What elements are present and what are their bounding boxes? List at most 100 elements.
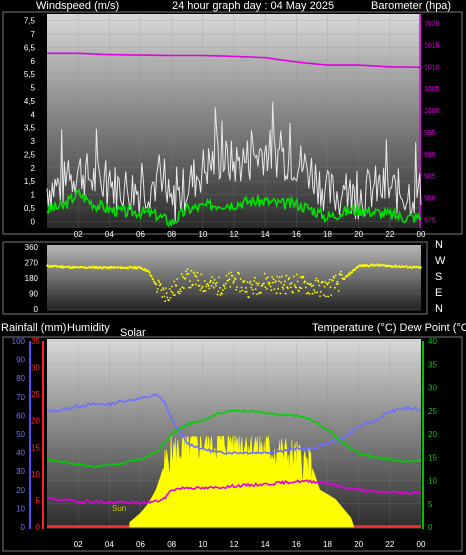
direction-point xyxy=(316,291,318,294)
direction-point xyxy=(405,265,408,267)
direction-point xyxy=(225,274,228,277)
humidity-tick-label: 60 xyxy=(16,411,25,420)
direction-point xyxy=(248,296,250,299)
direction-point xyxy=(287,278,290,280)
barometer-tick-label: 1000 xyxy=(424,108,440,115)
windspeed-tick-label: 1 xyxy=(31,191,36,200)
direction-point xyxy=(239,290,241,293)
direction-point xyxy=(349,273,351,276)
windspeed-tick-label: 7 xyxy=(31,30,36,39)
direction-point xyxy=(163,295,166,298)
x-tick-label: 12 xyxy=(230,230,239,239)
direction-point xyxy=(189,280,191,283)
windspeed-tick-label: 0 xyxy=(31,217,36,226)
windspeed-series-line xyxy=(46,101,422,224)
windspeed-tick-label: 1,5 xyxy=(24,177,36,186)
direction-point xyxy=(301,277,303,279)
direction-point xyxy=(168,299,170,302)
temperature-tick-label: 35 xyxy=(428,360,437,369)
direction-point xyxy=(231,275,234,277)
direction-point xyxy=(312,284,315,287)
direction-point xyxy=(261,284,264,287)
direction-point xyxy=(218,286,221,289)
direction-point xyxy=(132,267,135,269)
direction-point xyxy=(394,264,397,267)
direction-point xyxy=(325,295,327,298)
windspeed-tick-label: 4 xyxy=(31,110,36,119)
direction-point xyxy=(311,292,314,295)
direction-point xyxy=(171,285,173,288)
x-tick-label: 00 xyxy=(417,230,426,239)
direction-point xyxy=(170,290,173,293)
direction-point xyxy=(180,290,182,293)
x-tick-label: 16 xyxy=(292,230,301,239)
direction-point xyxy=(310,285,313,288)
direction-point xyxy=(322,294,325,297)
direction-point xyxy=(300,287,303,290)
compass-label: N xyxy=(435,239,443,251)
direction-point xyxy=(154,282,157,284)
direction-point xyxy=(289,283,291,285)
direction-point xyxy=(235,288,238,291)
direction-point xyxy=(384,264,386,266)
direction-point xyxy=(248,282,251,284)
direction-point xyxy=(200,287,203,289)
direction-point xyxy=(172,294,175,296)
direction-point xyxy=(173,280,176,283)
direction-point xyxy=(281,286,284,289)
direction-point xyxy=(251,288,254,291)
direction-tick-label: 90 xyxy=(29,290,38,299)
direction-point xyxy=(127,267,130,270)
direction-point xyxy=(327,295,330,298)
panel1-frame xyxy=(2,11,463,235)
direction-point xyxy=(183,287,185,290)
direction-point xyxy=(193,273,196,275)
direction-point xyxy=(284,292,287,295)
direction-point xyxy=(195,283,197,286)
direction-point xyxy=(411,267,414,269)
direction-point xyxy=(329,286,332,289)
direction-point xyxy=(228,278,231,281)
direction-point xyxy=(209,279,212,282)
direction-point xyxy=(92,265,95,268)
direction-point xyxy=(334,274,337,277)
barometer-series-line xyxy=(47,52,422,69)
direction-point xyxy=(393,265,396,268)
direction-point xyxy=(178,292,181,295)
direction-point xyxy=(210,285,213,287)
temperature-tick-label: 30 xyxy=(428,384,437,393)
direction-point xyxy=(307,283,310,285)
direction-point xyxy=(208,287,211,290)
direction-point xyxy=(158,281,161,283)
direction-point xyxy=(216,293,219,296)
direction-point xyxy=(243,279,246,282)
direction-point xyxy=(214,282,217,285)
rain-tick-label: 20 xyxy=(31,417,40,426)
direction-point xyxy=(195,275,198,278)
direction-point xyxy=(234,278,237,281)
x-tick-label: 22 xyxy=(385,230,394,239)
direction-point xyxy=(257,284,259,286)
direction-point xyxy=(161,296,164,298)
rain-tick-label: 5 xyxy=(36,496,41,505)
humidity-axis-title: Humidity xyxy=(67,322,110,334)
direction-point xyxy=(340,273,343,276)
direction-point xyxy=(277,287,279,290)
direction-point xyxy=(337,290,340,292)
humidity-tick-label: 50 xyxy=(16,430,25,439)
direction-point xyxy=(295,286,297,289)
direction-point xyxy=(119,265,122,268)
direction-point xyxy=(180,273,183,275)
direction-point xyxy=(306,282,309,285)
direction-point xyxy=(179,288,182,291)
direction-point xyxy=(267,281,270,284)
direction-point xyxy=(249,280,252,283)
direction-tick-label: 270 xyxy=(25,259,39,268)
direction-point xyxy=(155,283,158,286)
direction-point xyxy=(207,284,210,287)
direction-point xyxy=(215,281,218,284)
x-tick-label: 20 xyxy=(354,540,363,549)
direction-point xyxy=(203,290,206,292)
direction-point xyxy=(326,283,329,286)
